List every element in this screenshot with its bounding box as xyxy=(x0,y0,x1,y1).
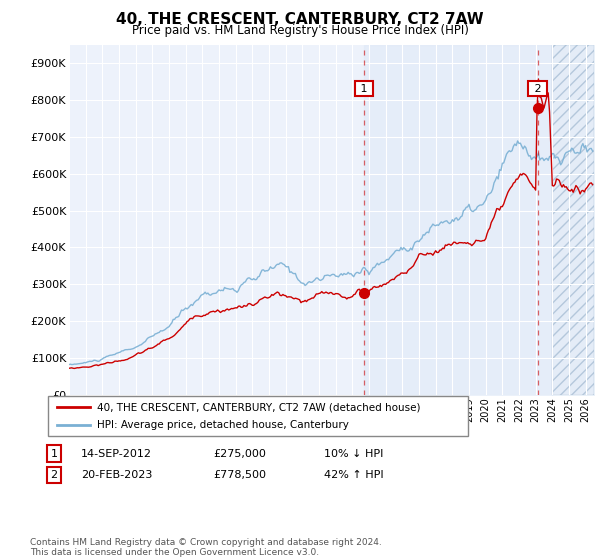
Text: HPI: Average price, detached house, Canterbury: HPI: Average price, detached house, Cant… xyxy=(97,419,349,430)
Text: Contains HM Land Registry data © Crown copyright and database right 2024.
This d: Contains HM Land Registry data © Crown c… xyxy=(30,538,382,557)
Text: 40, THE CRESCENT, CANTERBURY, CT2 7AW: 40, THE CRESCENT, CANTERBURY, CT2 7AW xyxy=(116,12,484,27)
Text: 10% ↓ HPI: 10% ↓ HPI xyxy=(324,449,383,459)
Text: 2: 2 xyxy=(530,83,545,94)
Text: 1: 1 xyxy=(357,83,371,94)
Text: 40, THE CRESCENT, CANTERBURY, CT2 7AW (detached house): 40, THE CRESCENT, CANTERBURY, CT2 7AW (d… xyxy=(97,403,421,413)
Text: Price paid vs. HM Land Registry's House Price Index (HPI): Price paid vs. HM Land Registry's House … xyxy=(131,24,469,37)
Text: 1: 1 xyxy=(50,449,58,459)
Text: 42% ↑ HPI: 42% ↑ HPI xyxy=(324,470,383,480)
Text: £778,500: £778,500 xyxy=(213,470,266,480)
Text: 14-SEP-2012: 14-SEP-2012 xyxy=(81,449,152,459)
Text: £275,000: £275,000 xyxy=(213,449,266,459)
Text: 2: 2 xyxy=(50,470,58,480)
Text: 20-FEB-2023: 20-FEB-2023 xyxy=(81,470,152,480)
